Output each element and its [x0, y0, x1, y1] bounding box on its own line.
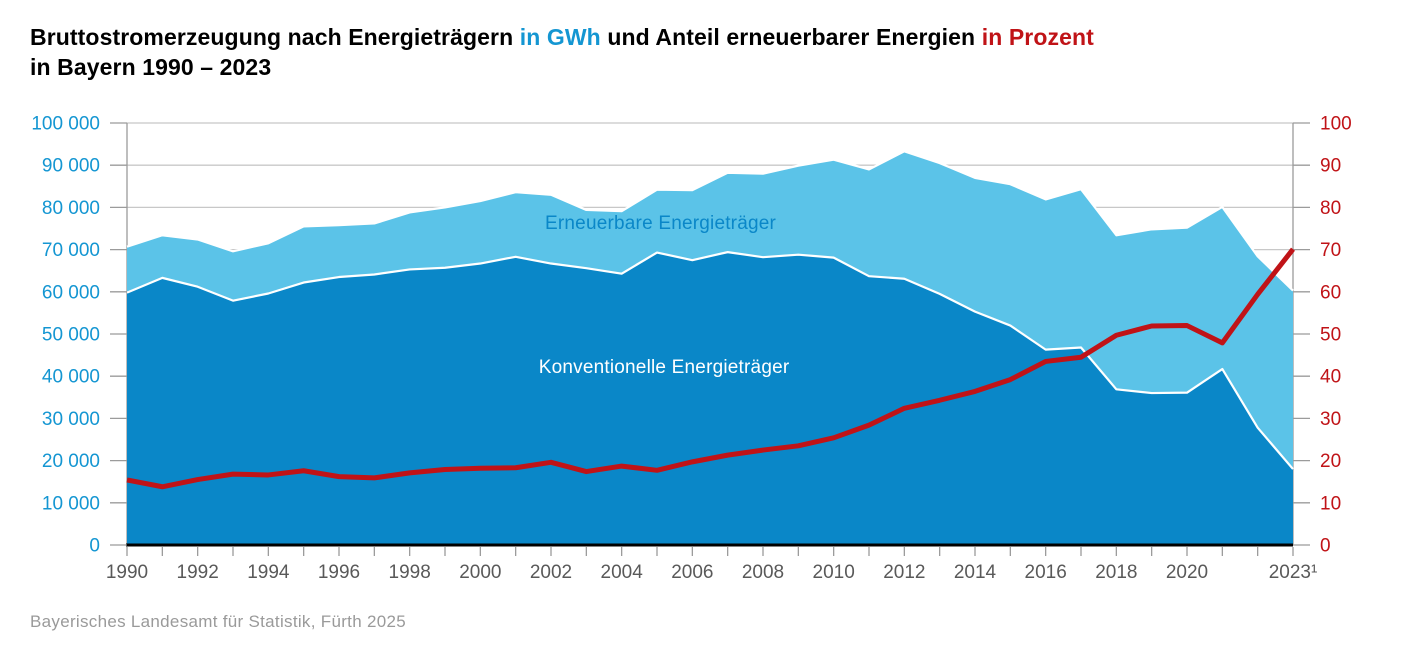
y-axis-right-label: 60: [1320, 282, 1341, 303]
y-axis-left-label: 40 000: [42, 367, 100, 388]
y-axis-right-label: 0: [1320, 536, 1331, 557]
x-axis-year-label: 1996: [318, 562, 360, 583]
x-axis-year-label: 2014: [954, 562, 997, 583]
title-unit-prozent: in Prozent: [981, 24, 1094, 50]
y-axis-right-label: 80: [1320, 198, 1341, 219]
legend-erneuerbare-energietraeger: Erneuerbare Energieträger: [545, 213, 777, 235]
y-axis-right-label: 50: [1320, 325, 1341, 346]
y-axis-left-label: 10 000: [42, 493, 100, 514]
x-axis-year-label: 2018: [1095, 562, 1137, 583]
title-part2: und Anteil erneuerbarer Energien: [607, 24, 976, 50]
y-axis-right-label: 20: [1320, 451, 1341, 472]
line-anteil-erneuerbarer-energien: [126, 247, 1295, 490]
x-axis-year-label: 2010: [813, 562, 855, 583]
y-axis-right-label: 100: [1320, 114, 1352, 135]
x-axis-year-label: 2016: [1025, 562, 1067, 583]
x-axis-year-label: 1994: [247, 562, 290, 583]
chart-title: Bruttostromerzeugung nach Energieträgern…: [30, 22, 1360, 82]
y-axis-right-label: 10: [1320, 493, 1341, 514]
y-axis-left-label: 80 000: [42, 198, 100, 219]
y-axis-left-label: 30 000: [42, 409, 100, 430]
x-axis-year-label: 2004: [601, 562, 644, 583]
area-top-boundary: [126, 150, 1294, 292]
x-axis-year-label: 2002: [530, 562, 572, 583]
x-axis-year-label: 2008: [742, 562, 784, 583]
y-axis-left-label: 20 000: [42, 451, 100, 472]
title-part1: Bruttostromerzeugung nach Energieträgern: [30, 24, 514, 50]
x-axis-year-label: 1998: [389, 562, 431, 583]
x-axis-year-label: 1990: [106, 562, 148, 583]
x-axis-year-label: 2020: [1166, 562, 1208, 583]
x-axis-year-label: 2012: [883, 562, 925, 583]
x-axis-year-label: 1992: [177, 562, 219, 583]
y-axis-left-label: 100 000: [31, 114, 100, 135]
y-axis-right-label: 90: [1320, 156, 1341, 177]
y-axis-right-label: 70: [1320, 240, 1341, 261]
y-axis-left-label: 70 000: [42, 240, 100, 261]
x-axis-year-label: 2023¹: [1269, 562, 1318, 583]
y-axis-right-label: 40: [1320, 367, 1341, 388]
x-axis-year-label: 2000: [459, 562, 501, 583]
x-axis-year-label: 2006: [671, 562, 713, 583]
source-note: Bayerisches Landesamt für Statistik, Für…: [30, 612, 406, 631]
area-conventional-boundary: [126, 251, 1294, 470]
y-axis-left-label: 60 000: [42, 282, 100, 303]
title-line2: in Bayern 1990 – 2023: [30, 54, 272, 80]
y-axis-left-label: 90 000: [42, 156, 100, 177]
legend-konventionelle-energietraeger: Konventionelle Energieträger: [538, 356, 790, 378]
y-axis-left-label: 0: [89, 536, 100, 557]
title-unit-gwh: in GWh: [519, 24, 601, 50]
y-axis-right-label: 30: [1320, 409, 1341, 430]
y-axis-left-label: 50 000: [42, 325, 100, 346]
